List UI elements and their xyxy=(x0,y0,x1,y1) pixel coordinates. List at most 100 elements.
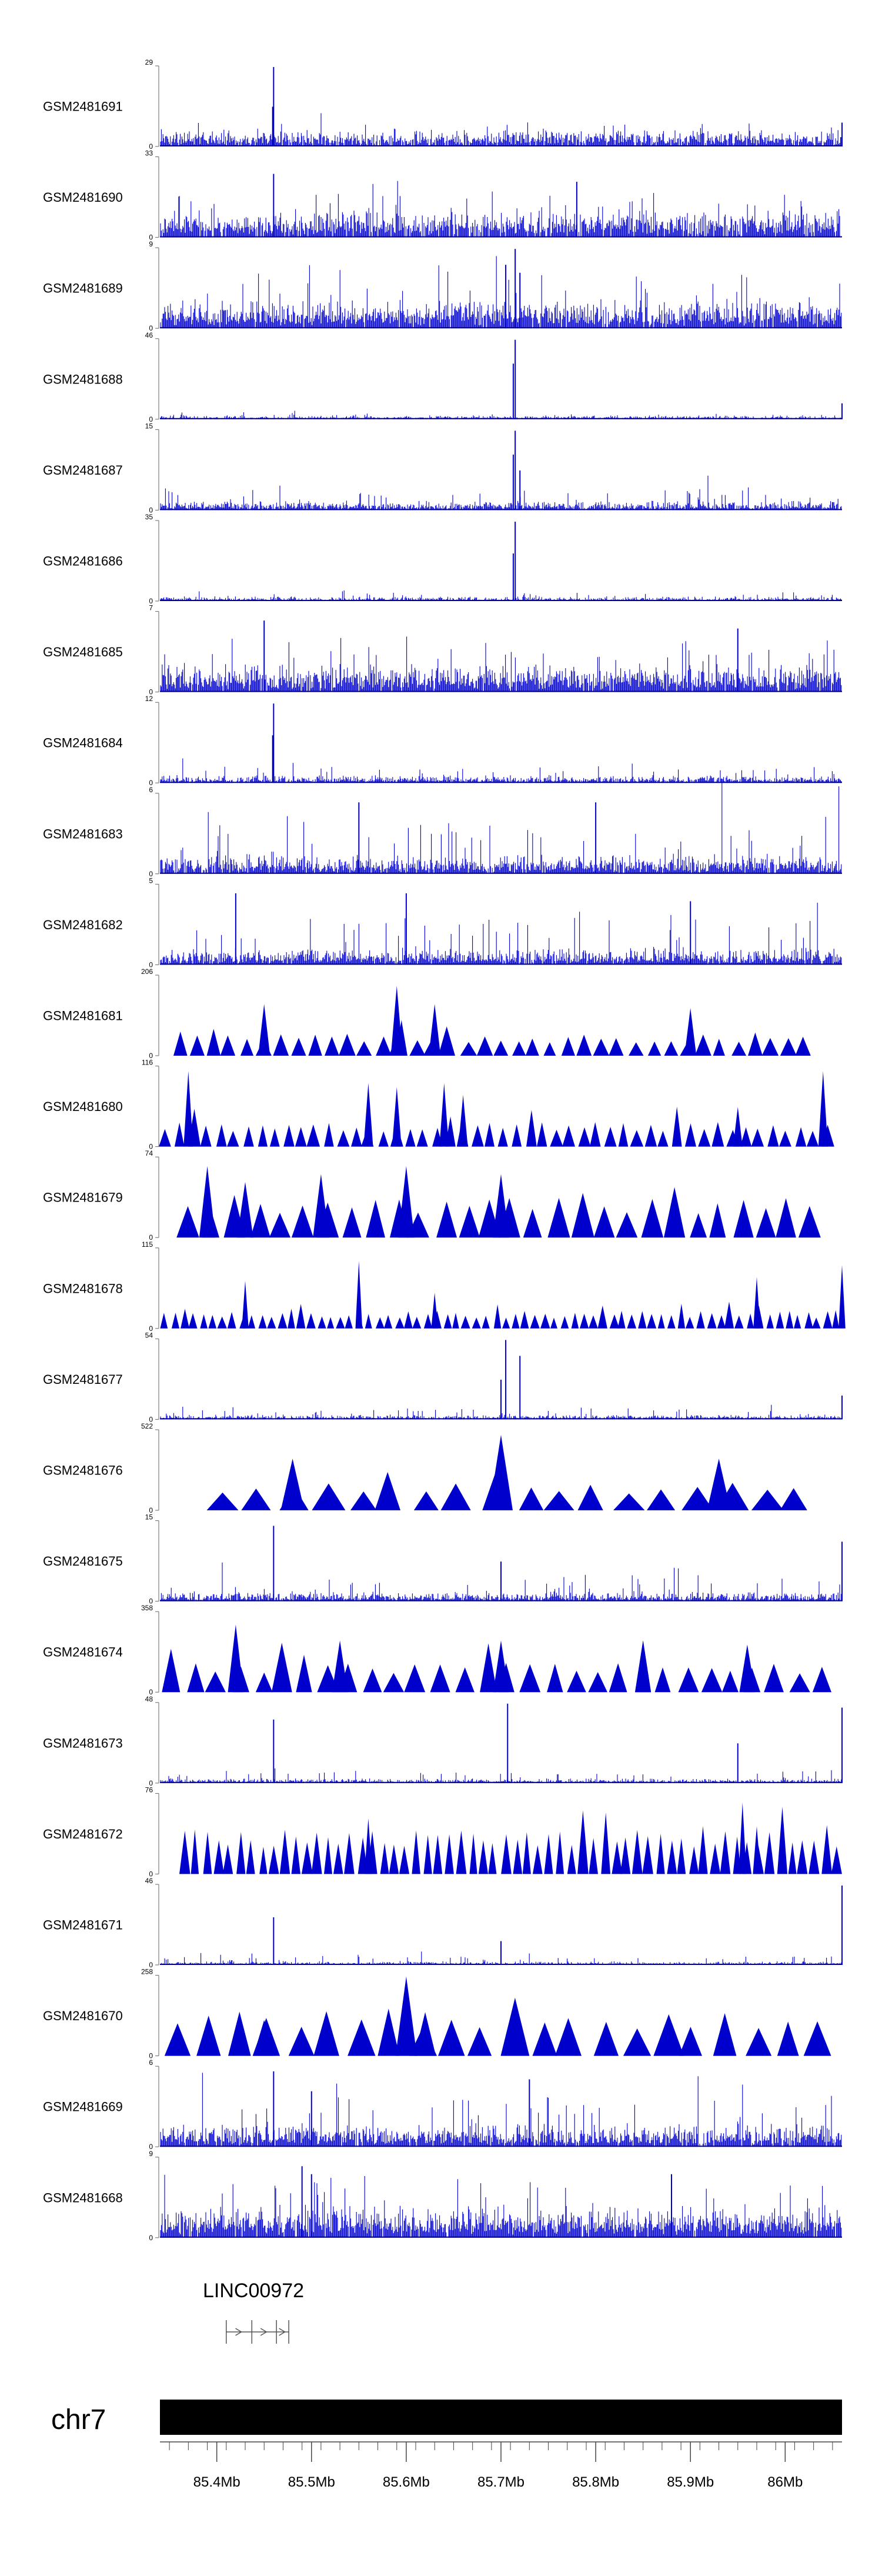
coverage-peak xyxy=(806,1130,819,1147)
track-label: GSM2481687 xyxy=(43,463,123,478)
y-axis-min-label: 0 xyxy=(149,142,153,151)
coverage-peak xyxy=(696,1311,705,1329)
coverage-peak xyxy=(747,1313,754,1329)
y-axis-max-label: 76 xyxy=(145,1786,153,1794)
signal-bars xyxy=(160,113,842,146)
y-axis-max-label: 9 xyxy=(149,240,153,248)
coverage-peak xyxy=(296,1654,312,1693)
coverage-peak xyxy=(571,1313,579,1329)
y-axis-min-label: 0 xyxy=(149,597,153,605)
coverage-peak xyxy=(306,1125,320,1147)
coverage-peak xyxy=(213,1840,224,1874)
coverage-peak xyxy=(667,1315,676,1329)
coverage-peak xyxy=(436,1202,457,1238)
coverage-peak xyxy=(392,1087,402,1147)
coverage-peak xyxy=(550,1129,563,1147)
coverage-peak xyxy=(199,1166,216,1238)
coverage-peak xyxy=(365,1314,372,1329)
y-axis-max-label: 258 xyxy=(141,1968,153,1976)
track-GSM2481672: GSM2481672 76 0 xyxy=(43,1786,842,1878)
coverage-peak xyxy=(751,1129,764,1147)
y-axis-min-label: 0 xyxy=(149,688,153,696)
coverage-peak xyxy=(547,1664,563,1693)
coverage-peak xyxy=(543,1042,556,1056)
coverage-peak xyxy=(812,1667,831,1693)
coverage-peak xyxy=(647,1314,657,1329)
track-GSM2481674: GSM2481674 358 0 xyxy=(43,1604,831,1696)
y-axis-min-label: 0 xyxy=(149,960,153,969)
coverage-peak xyxy=(746,2028,772,2056)
coverage-peak xyxy=(345,1315,353,1329)
coverage-peak xyxy=(523,1209,542,1238)
coverage-peak xyxy=(823,1311,833,1329)
coverage-peak xyxy=(798,1206,821,1238)
coverage-peak xyxy=(795,1036,811,1056)
coverage-peak xyxy=(616,1212,638,1238)
coverage-peak xyxy=(707,1313,717,1329)
coverage-peak xyxy=(721,1670,739,1693)
y-axis-max-label: 9 xyxy=(149,2150,153,2158)
coverage-peak xyxy=(269,1213,290,1238)
track-GSM2481682: GSM2481682 5 0 xyxy=(43,876,842,969)
coverage-peak xyxy=(664,1187,686,1238)
coverage-peak xyxy=(416,1129,428,1147)
coverage-peak xyxy=(567,1845,576,1874)
coverage-peak xyxy=(777,1807,788,1874)
coverage-peak xyxy=(717,1315,726,1329)
track-label: GSM2481690 xyxy=(43,190,123,205)
track-label: GSM2481683 xyxy=(43,826,123,841)
coverage-peak xyxy=(472,1125,484,1147)
coverage-peak xyxy=(217,1316,227,1329)
coverage-peak xyxy=(753,1826,761,1874)
y-axis-min-label: 0 xyxy=(149,1324,153,1333)
coverage-peak xyxy=(208,1314,217,1329)
coverage-peak xyxy=(550,1317,557,1329)
coverage-peak xyxy=(748,1032,763,1056)
track-label: GSM2481673 xyxy=(43,1736,123,1750)
chromosome-label: chr7 xyxy=(51,2404,106,2435)
coverage-peak xyxy=(404,1664,426,1693)
y-axis-min-label: 0 xyxy=(149,506,153,514)
coverage-peak xyxy=(629,1042,644,1056)
signal-bars xyxy=(160,902,842,965)
track-GSM2481680: GSM2481680 116 0 xyxy=(43,1059,834,1151)
coverage-peak xyxy=(318,1316,326,1329)
coverage-peak xyxy=(250,1204,270,1238)
coverage-peak xyxy=(609,1314,620,1329)
coverage-peak xyxy=(776,1312,784,1329)
coverage-peak xyxy=(301,1842,313,1874)
coverage-peak xyxy=(312,1483,346,1510)
coverage-peak xyxy=(567,1670,586,1693)
coverage-peak xyxy=(588,1672,607,1693)
coverage-peak xyxy=(332,1640,348,1693)
coverage-peak xyxy=(804,1312,813,1329)
coverage-peak xyxy=(206,1492,239,1510)
coverage-peak xyxy=(288,2027,315,2056)
gene-strand-arrow xyxy=(235,2328,242,2336)
track-label: GSM2481689 xyxy=(43,281,123,296)
track-GSM2481687: GSM2481687 15 0 xyxy=(43,422,842,514)
coverage-peak xyxy=(409,1040,426,1056)
coverage-peak xyxy=(522,1832,531,1874)
coverage-peak xyxy=(313,2011,339,2056)
coverage-peak xyxy=(327,1317,335,1329)
x-tick-label: 85.8Mb xyxy=(572,2474,619,2490)
coverage-peak xyxy=(540,1313,550,1329)
x-tick-label: 85.9Mb xyxy=(667,2474,714,2490)
coverage-peak xyxy=(556,1831,564,1874)
coverage-peak xyxy=(776,1198,796,1238)
coverage-peak xyxy=(241,1489,271,1510)
y-axis-max-label: 46 xyxy=(145,331,153,339)
coverage-peak xyxy=(739,1644,756,1693)
coverage-peak xyxy=(222,1844,233,1874)
coverage-peak xyxy=(657,1130,669,1147)
coverage-peak xyxy=(459,1206,480,1238)
coverage-peak xyxy=(638,1311,647,1329)
coverage-peak xyxy=(767,1125,779,1147)
coverage-peak xyxy=(160,1313,168,1329)
track-label: GSM2481686 xyxy=(43,554,123,569)
coverage-peak xyxy=(336,1317,345,1329)
coverage-peak xyxy=(176,1206,199,1238)
coverage-peak xyxy=(452,1313,459,1329)
coverage-peak xyxy=(288,1309,295,1329)
